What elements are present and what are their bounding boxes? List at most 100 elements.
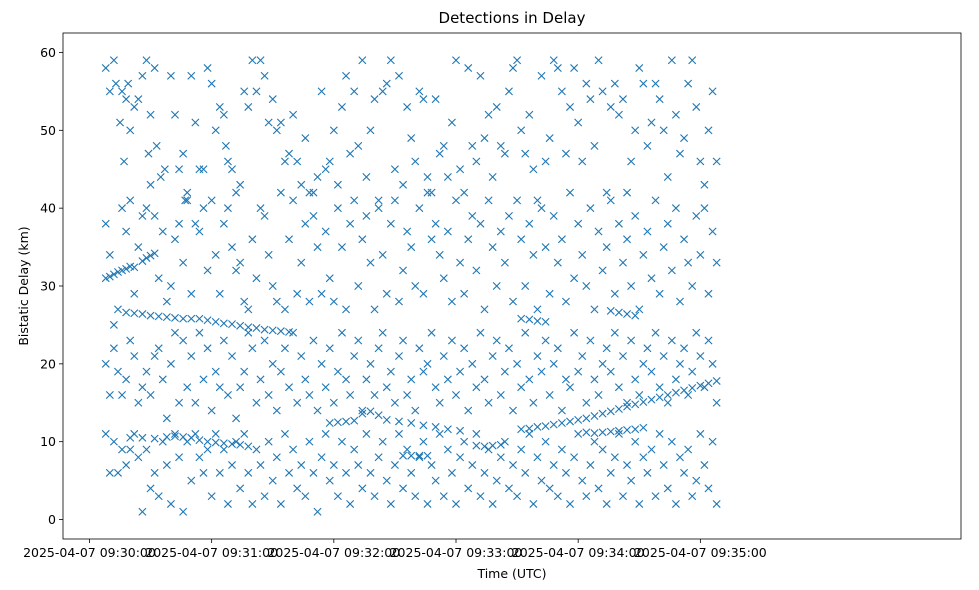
scatter-point	[130, 352, 139, 361]
scatter-point	[166, 359, 175, 368]
scatter-point	[223, 499, 232, 508]
scatter-point	[354, 282, 363, 290]
scatter-point	[680, 344, 689, 353]
scatter-point	[431, 476, 440, 485]
scatter-point	[252, 398, 261, 407]
scatter-point	[272, 453, 281, 462]
y-axis-ticks: 0 10 20 30 40 50 60	[40, 45, 63, 527]
scatter-point	[712, 157, 721, 166]
scatter-point	[618, 352, 627, 361]
scatter-point	[602, 499, 611, 508]
scatter-point	[570, 328, 579, 337]
track-point	[623, 426, 632, 435]
data-points	[101, 56, 721, 516]
scatter-point	[276, 499, 285, 508]
scatter-point	[256, 375, 265, 384]
scatter-point	[211, 126, 220, 135]
scatter-point	[101, 219, 110, 228]
scatter-point	[309, 211, 318, 220]
track-point	[399, 451, 408, 460]
scatter-point	[590, 437, 599, 446]
scatter-point	[350, 87, 359, 96]
scatter-point	[623, 398, 632, 407]
scatter-point	[684, 445, 693, 454]
scatter-point	[407, 243, 416, 252]
scatter-point	[187, 289, 196, 298]
scatter-point	[211, 250, 220, 259]
scatter-point	[427, 235, 436, 244]
scatter-point	[484, 110, 493, 119]
scatter-point	[688, 56, 697, 65]
scatter-point	[122, 461, 131, 470]
scatter-point	[293, 157, 302, 166]
scatter-point	[631, 437, 640, 446]
scatter-point	[203, 64, 212, 73]
scatter-point	[276, 188, 285, 197]
scatter-point	[354, 461, 363, 470]
scatter-point	[606, 196, 615, 205]
track-point	[671, 388, 680, 397]
scatter-point	[667, 437, 676, 446]
scatter-point	[492, 282, 501, 290]
scatter-point	[411, 492, 420, 501]
scatter-point	[252, 274, 261, 283]
track-point	[260, 325, 269, 334]
scatter-point	[317, 359, 326, 368]
scatter-point	[594, 56, 603, 65]
scatter-point	[403, 102, 412, 111]
scatter-point	[574, 367, 583, 376]
scatter-point	[435, 250, 444, 259]
scatter-point	[667, 266, 676, 275]
track-point	[236, 321, 245, 330]
track-point	[228, 440, 237, 449]
scatter-point	[521, 328, 530, 337]
scatter-point	[509, 64, 518, 73]
track-point	[517, 314, 526, 323]
scatter-point	[358, 484, 367, 493]
scatter-point	[439, 492, 448, 501]
scatter-point	[244, 328, 253, 337]
scatter-point	[120, 157, 129, 166]
scatter-point	[244, 468, 253, 477]
scatter-point	[643, 227, 652, 236]
scatter-point	[394, 297, 403, 306]
scatter-point	[199, 468, 208, 477]
scatter-point	[447, 297, 456, 306]
scatter-point	[557, 406, 566, 415]
track-point	[496, 440, 505, 449]
scatter-point	[533, 453, 542, 462]
scatter-point	[533, 305, 542, 314]
scatter-point	[447, 118, 456, 127]
scatter-point	[602, 344, 611, 353]
scatter-point	[513, 492, 522, 501]
track-point	[598, 428, 607, 437]
track-point	[614, 308, 623, 317]
scatter-point	[390, 461, 399, 470]
scatter-point	[276, 367, 285, 376]
scatter-point	[272, 406, 281, 415]
scatter-point	[325, 344, 334, 353]
track-point	[614, 405, 623, 413]
scatter-point	[627, 282, 636, 290]
scatter-point	[166, 282, 175, 290]
scatter-point	[476, 219, 485, 228]
scatter-point	[289, 328, 298, 337]
scatter-point	[439, 274, 448, 283]
scatter-point	[134, 95, 143, 104]
scatter-point	[708, 87, 717, 96]
scatter-point	[578, 250, 587, 259]
scatter-point	[346, 499, 355, 508]
scatter-point	[602, 243, 611, 252]
scatter-point	[248, 344, 257, 353]
scatter-point	[399, 266, 408, 275]
scatter-point	[386, 56, 395, 65]
scatter-point	[386, 499, 395, 508]
track-point	[366, 407, 375, 416]
scatter-point	[199, 204, 208, 213]
scatter-point	[260, 336, 269, 345]
scatter-point	[399, 484, 408, 493]
scatter-point	[329, 461, 338, 470]
scatter-point	[460, 344, 469, 353]
scatter-point	[285, 235, 294, 244]
scatter-point	[260, 71, 269, 80]
